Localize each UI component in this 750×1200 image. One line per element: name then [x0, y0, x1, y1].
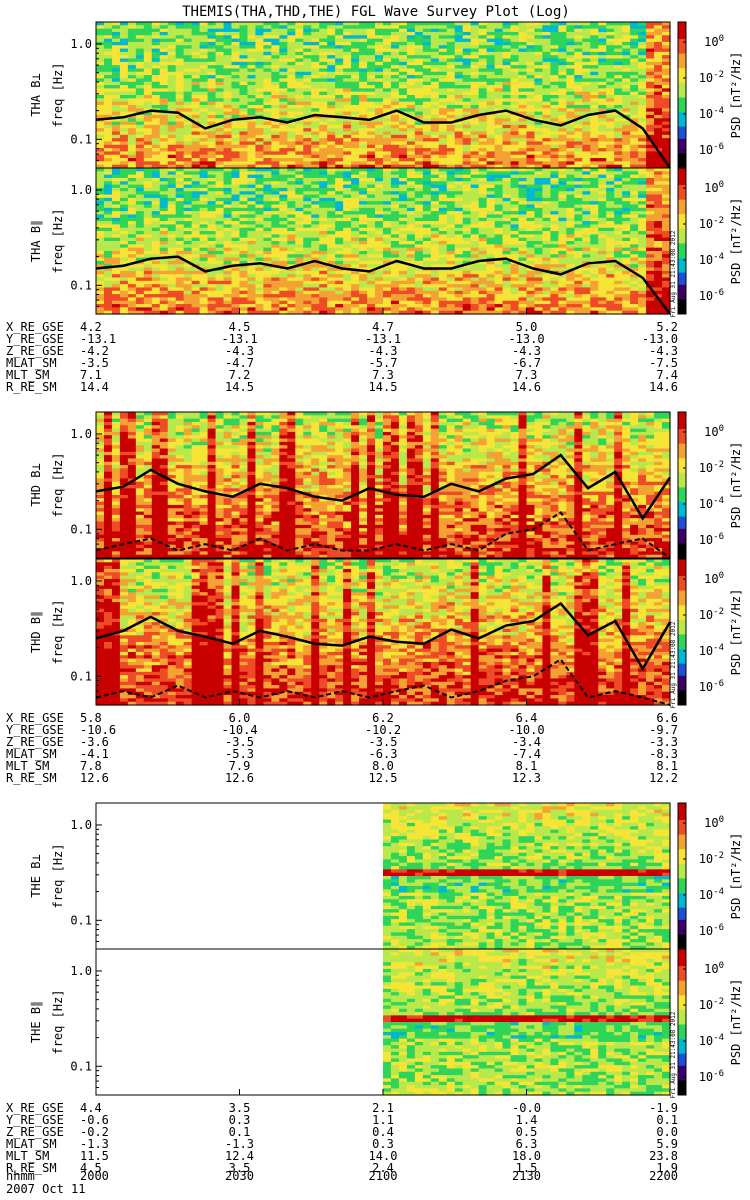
spectrogram-cells	[96, 22, 671, 169]
wave-survey-plot: THEMIS(THA,THD,THE) FGL Wave Survey Plot…	[0, 0, 750, 1200]
plot-title: THEMIS(THA,THD,THE) FGL Wave Survey Plot…	[182, 4, 570, 20]
